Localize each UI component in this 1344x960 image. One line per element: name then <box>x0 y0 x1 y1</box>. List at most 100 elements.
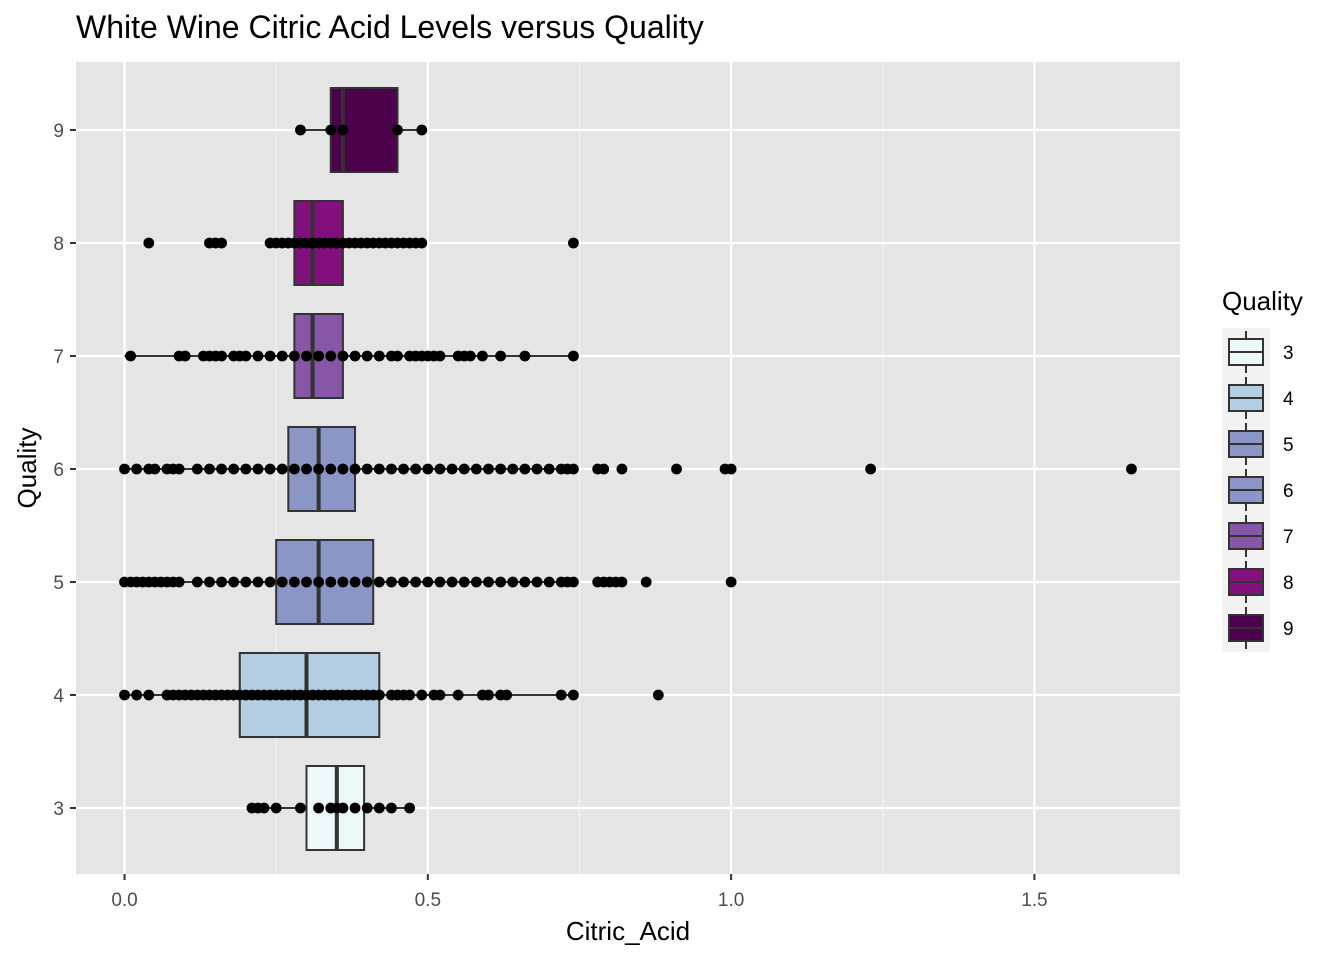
data-point <box>119 463 130 475</box>
data-point <box>276 576 288 588</box>
legend: Quality 3 4 5 6 7 8 9 <box>1222 286 1303 652</box>
boxplot-quality-4 <box>119 652 664 738</box>
data-point <box>446 576 458 588</box>
legend-label: 8 <box>1283 573 1294 594</box>
y-tick-label: 5 <box>53 573 64 594</box>
data-point <box>671 463 682 475</box>
data-point <box>373 463 385 475</box>
data-point <box>216 350 227 362</box>
data-point <box>361 350 373 362</box>
y-tick-label: 6 <box>53 460 64 481</box>
y-tick-label: 3 <box>53 799 64 820</box>
data-point <box>616 576 628 588</box>
data-point <box>483 689 494 701</box>
data-point <box>216 576 227 588</box>
data-point <box>337 802 349 814</box>
data-point <box>477 350 488 362</box>
data-point <box>434 350 446 362</box>
data-point <box>325 350 337 362</box>
data-point <box>598 463 610 475</box>
data-point <box>131 463 143 475</box>
data-point <box>173 576 185 588</box>
data-point <box>416 237 428 249</box>
boxplot-quality-8 <box>143 200 579 286</box>
chart-title: White Wine Citric Acid Levels versus Qua… <box>76 9 704 45</box>
data-point <box>404 802 416 814</box>
legend-item-4: 4 <box>1228 377 1294 419</box>
legend-item-9: 9 <box>1228 607 1294 649</box>
data-point <box>398 463 409 475</box>
data-point <box>313 350 325 362</box>
data-point <box>191 576 203 588</box>
data-point <box>301 350 312 362</box>
data-point <box>349 463 361 475</box>
data-point <box>373 802 385 814</box>
data-point <box>228 463 240 475</box>
data-point <box>507 576 519 588</box>
data-point <box>228 576 240 588</box>
data-point <box>143 237 155 249</box>
legend-item-7: 7 <box>1228 515 1294 557</box>
data-point <box>179 350 191 362</box>
data-point <box>434 689 446 701</box>
data-point <box>495 576 507 588</box>
data-point <box>458 463 470 475</box>
data-point <box>313 463 325 475</box>
data-point <box>361 463 373 475</box>
data-point <box>240 576 252 588</box>
data-point <box>531 576 543 588</box>
data-point <box>865 463 877 475</box>
data-point <box>313 802 325 814</box>
data-point <box>361 576 373 588</box>
data-point <box>568 237 579 249</box>
data-point <box>276 463 288 475</box>
data-point <box>410 463 422 475</box>
x-tick-label: 1.5 <box>1021 890 1047 911</box>
data-point <box>301 463 312 475</box>
data-point <box>470 463 482 475</box>
data-point <box>410 576 422 588</box>
data-point <box>131 689 143 701</box>
data-point <box>295 802 306 814</box>
data-point <box>264 576 276 588</box>
data-point <box>252 350 264 362</box>
y-tick-label: 7 <box>53 347 64 368</box>
data-point <box>446 463 458 475</box>
y-axis-title: Quality <box>12 428 42 509</box>
data-point <box>264 463 276 475</box>
data-point <box>240 350 252 362</box>
boxplots <box>119 87 1137 851</box>
data-point <box>386 463 397 475</box>
data-point <box>276 350 288 362</box>
data-point <box>543 576 555 588</box>
legend-item-3: 3 <box>1228 331 1294 373</box>
boxplot-quality-3 <box>246 765 416 851</box>
data-point <box>386 576 397 588</box>
data-point <box>434 463 446 475</box>
data-point <box>349 576 361 588</box>
data-point <box>568 463 579 475</box>
legend-label: 7 <box>1283 527 1294 548</box>
y-tick-label: 9 <box>53 121 64 142</box>
data-point <box>337 124 349 136</box>
data-point <box>507 463 519 475</box>
data-point <box>495 463 507 475</box>
data-point <box>191 463 203 475</box>
data-point <box>404 689 416 701</box>
data-point <box>470 576 482 588</box>
data-point <box>337 463 349 475</box>
boxplot-quality-5 <box>119 539 737 625</box>
legend-label: 6 <box>1283 481 1294 502</box>
data-point <box>464 350 476 362</box>
data-point <box>204 463 215 475</box>
data-point <box>392 124 403 136</box>
data-point <box>258 802 270 814</box>
legend-label: 4 <box>1283 389 1294 410</box>
y-tick-label: 8 <box>53 234 64 255</box>
data-point <box>398 576 409 588</box>
data-point <box>519 350 531 362</box>
data-point <box>119 689 130 701</box>
data-point <box>204 576 215 588</box>
y-axis: 3 4 5 6 7 8 9 <box>53 121 76 820</box>
data-point <box>325 576 337 588</box>
